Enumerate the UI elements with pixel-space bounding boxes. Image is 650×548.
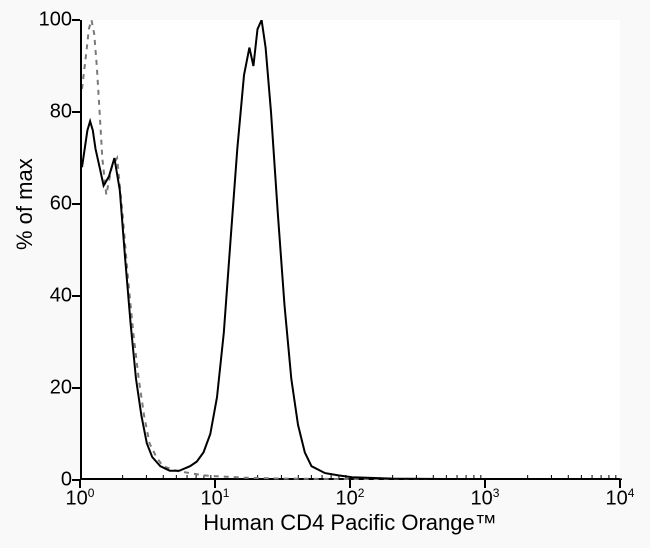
x-tick-mark xyxy=(619,480,621,488)
x-tick-label: 103 xyxy=(471,486,500,511)
series-stained xyxy=(82,20,622,480)
x-tick-mark xyxy=(484,480,486,488)
y-tick-mark xyxy=(72,387,80,389)
y-tick-mark xyxy=(72,19,80,21)
x-tick-mark xyxy=(79,480,81,488)
y-tick-label: 80 xyxy=(50,101,72,124)
y-tick-label: 20 xyxy=(50,377,72,400)
y-tick-mark xyxy=(72,295,80,297)
plot-area xyxy=(80,20,620,480)
y-tick-mark xyxy=(72,203,80,205)
y-tick-label: 40 xyxy=(50,285,72,308)
series-control xyxy=(82,20,622,480)
y-tick-label: 100 xyxy=(39,9,72,32)
x-tick-mark xyxy=(349,480,351,488)
x-axis-label: Human CD4 Pacific Orange™ xyxy=(80,510,620,536)
y-tick-mark xyxy=(72,111,80,113)
y-axis-label: % of max xyxy=(12,158,38,250)
x-tick-mark xyxy=(214,480,216,488)
x-tick-label: 104 xyxy=(606,486,635,511)
histogram-chart: { "chart": { "type": "histogram", "width… xyxy=(0,0,650,548)
x-tick-label: 102 xyxy=(336,486,365,511)
histogram-svg xyxy=(82,20,622,480)
x-tick-label: 100 xyxy=(66,486,95,511)
x-tick-label: 101 xyxy=(201,486,230,511)
y-tick-label: 60 xyxy=(50,193,72,216)
